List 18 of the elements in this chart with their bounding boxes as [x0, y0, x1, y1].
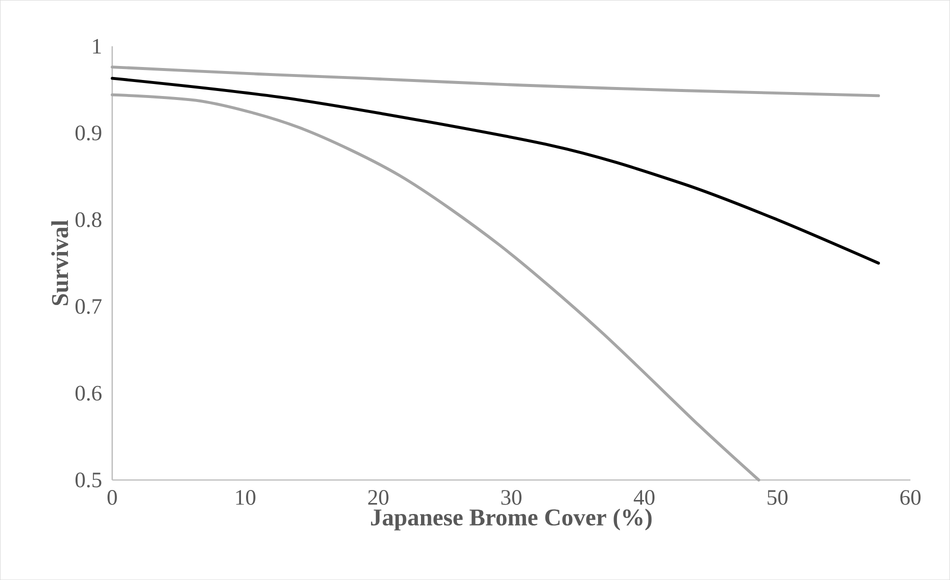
y-axis-title: Survival: [51, 220, 68, 306]
line-series: [110, 76, 880, 264]
x-tick-label: 0: [108, 490, 117, 505]
x-tick-label: 40: [634, 490, 654, 505]
y-tick-label: 0.8: [76, 212, 102, 228]
y-tick-label: 0.5: [76, 472, 102, 488]
y-tick-label: 0.9: [76, 125, 102, 140]
x-tick-label: 60: [900, 490, 921, 505]
x-tick-label: 20: [368, 490, 388, 505]
y-tick-label: 0.6: [76, 386, 102, 401]
x-tick-label: 10: [236, 490, 256, 505]
line-series: [110, 93, 760, 482]
y-tick-label: 1: [93, 38, 101, 54]
x-tick-label: 30: [501, 490, 522, 505]
line-series: [110, 66, 880, 98]
y-tick-label: 0.7: [76, 298, 102, 314]
x-tick-label: 50: [768, 490, 788, 505]
x-axis-title: Japanese Brome Cover (%): [371, 508, 652, 530]
